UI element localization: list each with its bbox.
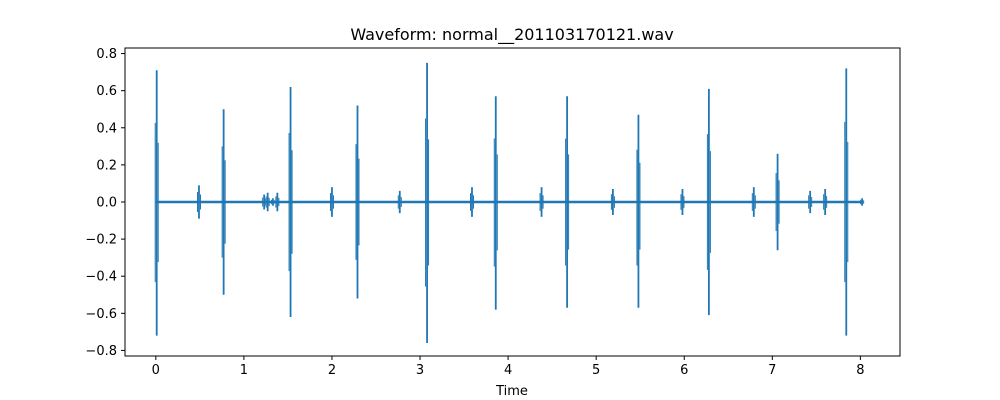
y-tick-label: 0.8 xyxy=(96,47,117,62)
x-axis: 0 1 2 3 4 5 6 7 8 xyxy=(152,356,865,378)
y-tick-label: 0.0 xyxy=(96,196,117,211)
y-tick-label: −0.8 xyxy=(85,344,117,359)
x-tick-label: 4 xyxy=(504,363,512,378)
x-tick-label: 3 xyxy=(416,363,424,378)
plot-content xyxy=(154,62,865,344)
x-tick-label: 0 xyxy=(152,363,160,378)
y-tick-label: −0.6 xyxy=(85,307,117,322)
x-tick-label: 5 xyxy=(592,363,600,378)
y-tick-label: 0.2 xyxy=(96,158,117,173)
x-tick-label: 6 xyxy=(680,363,688,378)
y-tick-label: −0.2 xyxy=(85,233,117,248)
x-tick-label: 1 xyxy=(240,363,248,378)
x-axis-label: Time xyxy=(495,384,528,399)
x-tick-label: 8 xyxy=(856,363,864,378)
x-tick-label: 7 xyxy=(768,363,776,378)
chart-title: Waveform: normal__201103170121.wav xyxy=(350,25,673,45)
x-tick-label: 2 xyxy=(328,363,336,378)
y-axis: −0.8 −0.6 −0.4 −0.2 0.0 0.2 0.4 0.6 0.8 xyxy=(85,47,125,359)
y-tick-label: 0.4 xyxy=(96,121,117,136)
y-tick-label: −0.4 xyxy=(85,270,117,285)
y-tick-label: 0.6 xyxy=(96,84,117,99)
